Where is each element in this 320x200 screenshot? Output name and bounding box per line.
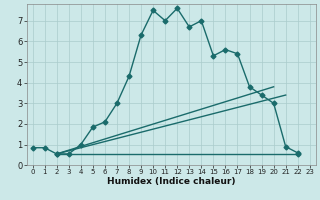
X-axis label: Humidex (Indice chaleur): Humidex (Indice chaleur)	[107, 177, 236, 186]
